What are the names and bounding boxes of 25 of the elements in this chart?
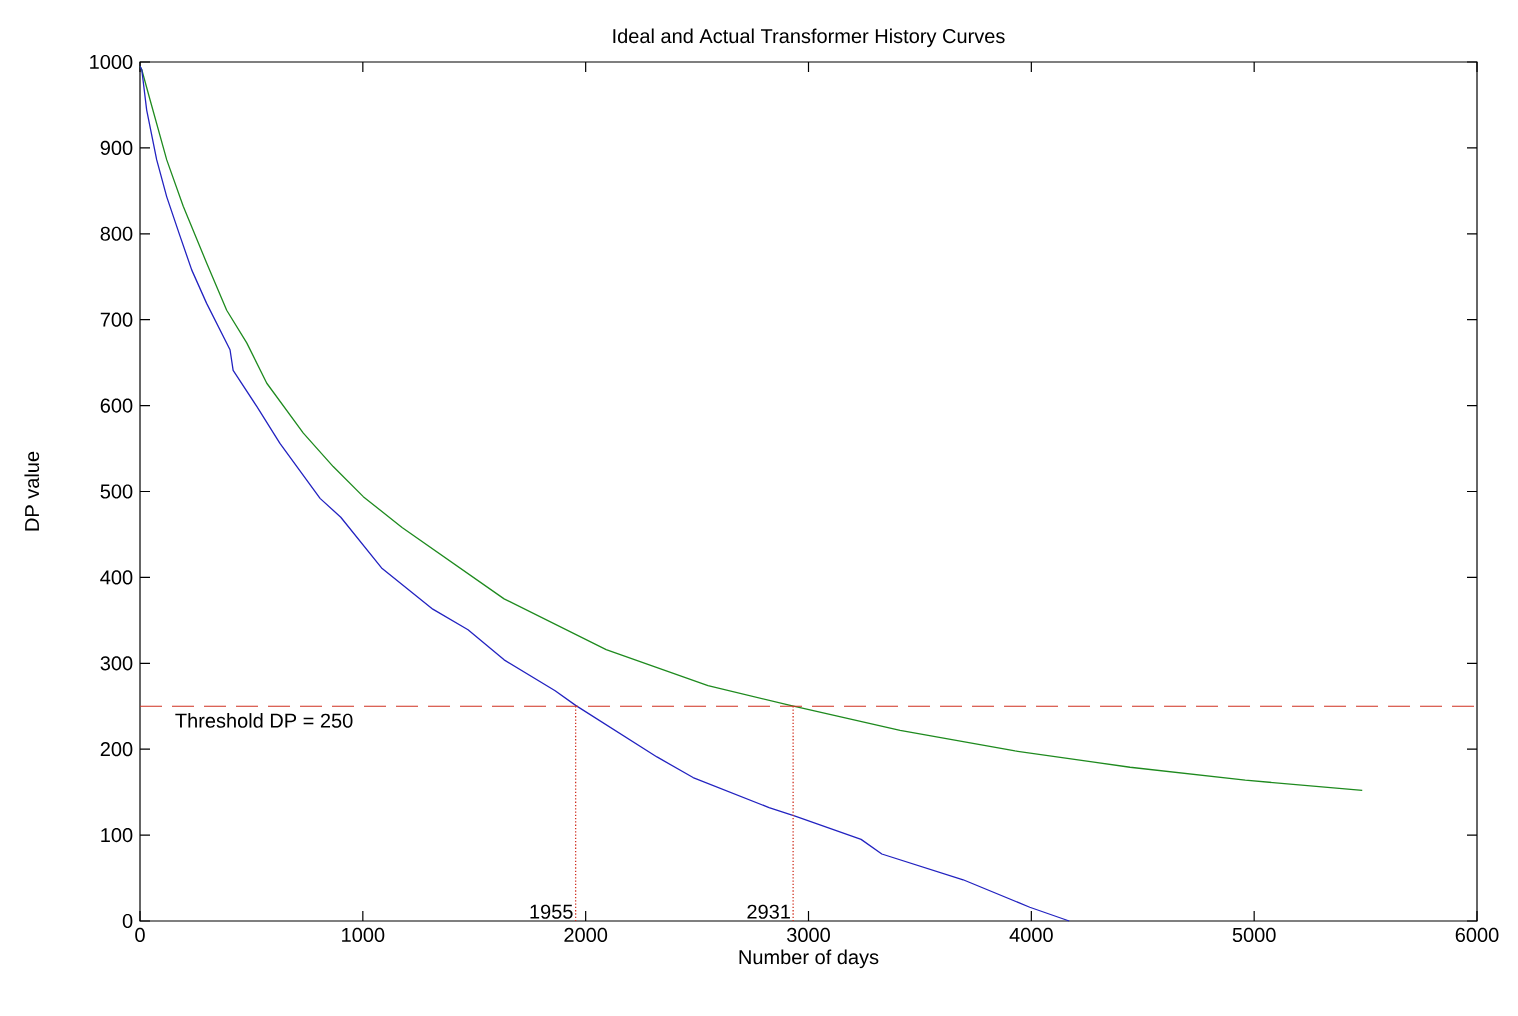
y-tick-label: 400 <box>100 570 133 585</box>
y-axis-title: DP value <box>24 451 40 531</box>
y-tick-label: 0 <box>122 913 133 929</box>
x-tick-label: 6000 <box>1455 927 1499 943</box>
line-series <box>139 65 1070 922</box>
y-tick-label: 500 <box>100 484 133 499</box>
x-tick-label: 2000 <box>564 927 608 943</box>
x-tick-label: 4000 <box>1009 927 1053 943</box>
chart-title: Ideal and Actual Transformer History Curves <box>613 28 1005 48</box>
y-tick-label: 100 <box>101 828 133 843</box>
ref-line-label: Threshold DP = 250 <box>175 713 353 728</box>
x-tick-label: 0 <box>135 927 145 943</box>
x-tick-label: 5000 <box>1232 927 1276 943</box>
y-tick-label: 600 <box>100 398 133 413</box>
x-axis-title: Number of days <box>739 949 879 969</box>
annotation: 1955 <box>530 904 573 919</box>
x-tick-label: 1000 <box>342 927 385 943</box>
y-tick-label: 800 <box>100 226 133 241</box>
y-tick-label: 300 <box>100 656 133 671</box>
y-tick-label: 200 <box>100 742 133 757</box>
y-tick-label: 1000 <box>90 54 133 70</box>
annotation: 2931 <box>747 904 790 919</box>
y-tick-label: 700 <box>100 312 133 327</box>
x-tick-label: 3000 <box>787 927 830 943</box>
y-tick-label: 900 <box>100 140 133 155</box>
